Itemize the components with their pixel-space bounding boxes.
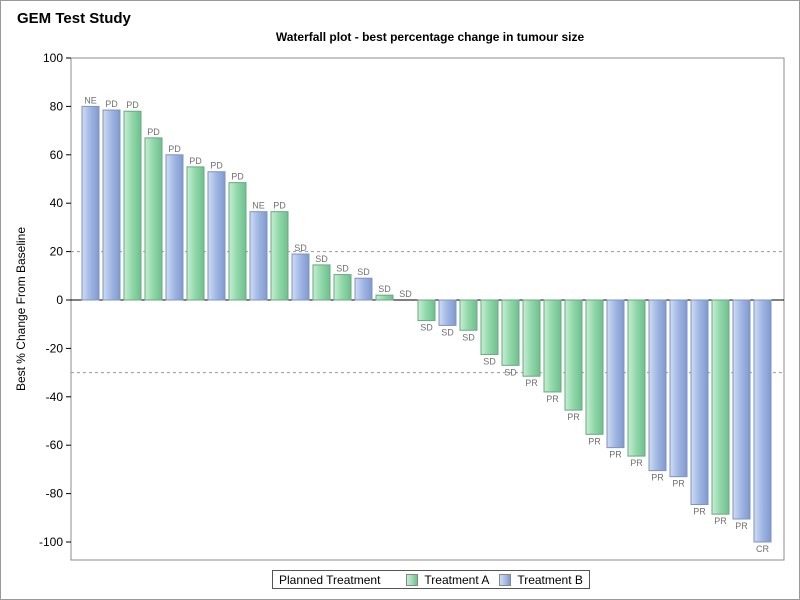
bar-18 xyxy=(438,299,457,326)
legend-label-treatment-b: Treatment B xyxy=(517,572,583,587)
bar-4 xyxy=(144,137,163,301)
y-tick-label: -40 xyxy=(46,390,64,404)
bar-2 xyxy=(102,109,121,301)
page-title: GEM Test Study xyxy=(17,10,131,27)
bar-33 xyxy=(753,299,772,543)
legend-title: Planned Treatment xyxy=(279,572,381,587)
bar-13 xyxy=(333,274,352,301)
bar-3 xyxy=(123,110,142,301)
bar-7 xyxy=(207,171,226,301)
bar-label-18: SD xyxy=(441,327,454,337)
bar-1 xyxy=(81,105,100,301)
bar-30 xyxy=(690,299,709,505)
bar-11 xyxy=(291,253,310,301)
bar-22 xyxy=(522,299,541,377)
bar-5 xyxy=(165,154,184,301)
bar-26 xyxy=(606,299,625,449)
bar-label-6: PD xyxy=(189,156,202,166)
y-tick-label: -100 xyxy=(39,535,63,549)
y-tick-label: 40 xyxy=(50,196,64,210)
bar-label-28: PR xyxy=(651,473,664,483)
y-tick-label: 100 xyxy=(43,51,63,65)
bar-label-14: SD xyxy=(357,267,370,277)
y-tick-label: 60 xyxy=(50,148,64,162)
y-tick-label: 80 xyxy=(50,99,64,113)
bar-31 xyxy=(711,299,730,515)
bar-15 xyxy=(375,294,394,301)
bar-label-27: PR xyxy=(630,458,643,468)
chart-title: Waterfall plot - best percentage change … xyxy=(275,30,585,44)
bar-24 xyxy=(564,299,583,411)
bar-label-17: SD xyxy=(420,323,433,333)
legend-item-treatment-a: Treatment A xyxy=(406,573,489,587)
bar-label-15: SD xyxy=(378,284,391,294)
y-tick-label: 20 xyxy=(50,245,64,259)
bar-6 xyxy=(186,166,205,301)
bar-10 xyxy=(270,211,289,301)
y-tick-label: -20 xyxy=(46,341,64,355)
bar-label-29: PR xyxy=(672,479,685,489)
bar-label-4: PD xyxy=(147,127,160,137)
bar-21 xyxy=(501,299,520,366)
bar-27 xyxy=(627,299,646,457)
legend-swatch-treatment-b xyxy=(499,573,512,586)
bar-label-11: SD xyxy=(294,243,307,253)
bar-14 xyxy=(354,277,373,301)
bar-label-20: SD xyxy=(483,356,496,366)
bar-8 xyxy=(228,182,247,301)
bar-9 xyxy=(249,211,268,301)
bar-25 xyxy=(585,299,604,435)
bar-label-16: SD xyxy=(399,289,412,299)
bar-12 xyxy=(312,264,331,301)
bar-label-24: PR xyxy=(567,412,580,422)
bar-label-26: PR xyxy=(609,450,622,460)
y-tick-label: 0 xyxy=(56,293,63,307)
bar-label-12: SD xyxy=(315,254,328,264)
bar-label-23: PR xyxy=(546,394,559,404)
bar-label-30: PR xyxy=(693,506,706,516)
bar-28 xyxy=(648,299,667,472)
bar-label-3: PD xyxy=(126,100,139,110)
bar-29 xyxy=(669,299,688,478)
bar-label-25: PR xyxy=(588,436,601,446)
bar-label-13: SD xyxy=(336,264,349,274)
bar-20 xyxy=(480,299,499,355)
bar-label-9: NE xyxy=(252,201,265,211)
bar-label-5: PD xyxy=(168,144,181,154)
bar-32 xyxy=(732,299,751,520)
y-tick-label: -60 xyxy=(46,438,64,452)
bar-label-31: PR xyxy=(714,516,727,526)
bar-label-1: NE xyxy=(84,95,97,105)
legend-item-treatment-b: Treatment B xyxy=(499,573,583,587)
y-tick-label: -80 xyxy=(46,487,64,501)
bar-label-22: PR xyxy=(525,378,538,388)
legend-label-treatment-a: Treatment A xyxy=(424,572,490,587)
legend-swatch-treatment-a xyxy=(406,573,419,586)
bar-label-10: PD xyxy=(273,201,286,211)
bar-label-7: PD xyxy=(210,161,223,171)
legend: Planned Treatment Treatment A Treatment … xyxy=(272,570,590,589)
bar-label-19: SD xyxy=(462,332,475,342)
bar-23 xyxy=(543,299,562,393)
y-axis-label: Best % Change From Baseline xyxy=(14,227,28,391)
bar-label-2: PD xyxy=(105,99,118,109)
bar-label-32: PR xyxy=(735,521,748,531)
bar-17 xyxy=(417,299,436,322)
bar-label-33: CR xyxy=(756,544,769,554)
bar-19 xyxy=(459,299,478,331)
bar-label-8: PD xyxy=(231,172,244,182)
bar-label-21: SD xyxy=(504,367,517,377)
